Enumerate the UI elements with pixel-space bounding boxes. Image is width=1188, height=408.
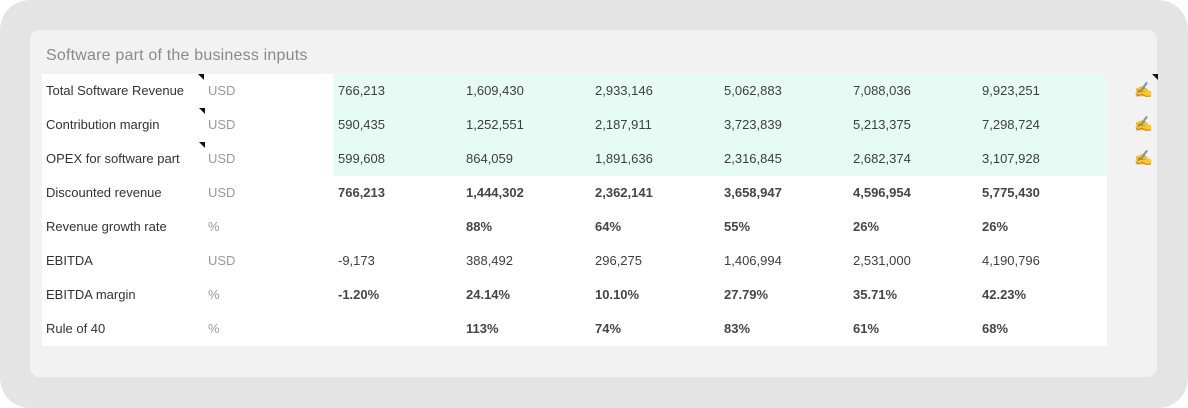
value-cell: 61% [853,321,880,336]
input-cells-background [333,74,1107,108]
value-cell[interactable]: 1,609,430 [466,83,524,98]
edit-hand-icon[interactable]: ✍ [1134,82,1153,99]
value-cell: 55% [724,219,751,234]
table-row: Rule of 40% 113% 74% 83% 61% 68% [42,312,1107,346]
value-cell: 74% [595,321,622,336]
value-cell[interactable]: 7,298,724 [982,117,1040,132]
table-row: OPEX for software part USD 599,608 864,059 1… [42,142,1153,176]
value-cell: 2,531,000 [853,253,911,268]
table-row: Contribution margin USD 590,435 1,252,551 2,… [42,108,1153,142]
value-cell[interactable]: 2,682,374 [853,151,911,166]
row-label: Rule of 40 [46,321,106,336]
section-title: Software part of the business inputs [46,47,308,64]
value-cell[interactable]: 864,059 [466,151,513,166]
table-row: Revenue growth rate% 88% 64% 55% 26% 26% [42,210,1107,244]
value-cell[interactable]: 766,213 [338,83,385,98]
value-cell: 26% [982,219,1009,234]
value-cell: 27.79% [724,287,769,302]
value-cell: 64% [595,219,622,234]
row-label: OPEX for software part [46,151,180,166]
value-cell: 10.10% [595,287,640,302]
comment-indicator-icon[interactable] [198,74,204,80]
value-cell[interactable]: 5,213,375 [853,117,911,132]
value-cell: 1,444,302 [466,185,524,200]
row-unit: USD [208,185,236,200]
row-unit: USD [208,117,236,132]
value-cell: -9,173 [338,253,375,268]
value-cell[interactable]: 3,723,839 [724,117,782,132]
row-label: Contribution margin [46,117,160,132]
comment-indicator-icon[interactable] [199,108,205,114]
value-cell: 42.23% [982,287,1027,302]
value-cell[interactable]: 7,088,036 [853,83,911,98]
value-cell[interactable]: 5,062,883 [724,83,782,98]
value-cell: 5,775,430 [982,185,1040,200]
row-label: Total Software Revenue [46,83,185,98]
comment-indicator-icon[interactable] [199,142,205,148]
row-unit: % [208,287,220,302]
row-unit: USD [208,253,236,268]
row-unit: USD [208,83,236,98]
row-label: Revenue growth rate [46,219,167,234]
value-cell: 83% [724,321,751,336]
comment-indicator-icon[interactable] [1152,74,1158,80]
row-label: Discounted revenue [46,185,162,200]
input-cells-background [333,142,1107,176]
value-cell[interactable]: 2,316,845 [724,151,782,166]
row-unit: % [208,219,220,234]
value-cell: 4,596,954 [853,185,911,200]
value-cell: 68% [982,321,1009,336]
value-cell[interactable]: 2,187,911 [595,117,652,132]
table-row: Discounted revenue USD 766,213 1,444,302 2,3… [42,176,1107,210]
row-unit: % [208,321,220,336]
row-label: EBITDA margin [46,287,136,302]
value-cell: 2,362,141 [595,185,653,200]
value-cell: 24.14% [466,287,511,302]
edit-hand-icon[interactable]: ✍ [1134,150,1153,167]
value-cell: -1.20% [338,287,380,302]
value-cell: 296,275 [595,253,642,268]
edit-hand-icon[interactable]: ✍ [1134,116,1153,133]
value-cell: 35.71% [853,287,898,302]
table-row: EBITDA margin% -1.20% 24.14% 10.10% 27.79% 35… [42,278,1107,312]
value-cell[interactable]: 2,933,146 [595,83,653,98]
value-cell[interactable]: 590,435 [338,117,385,132]
value-cell: 88% [466,219,493,234]
value-cell: 3,658,947 [724,185,782,200]
input-cells-background [333,108,1107,142]
value-cell: 766,213 [338,185,385,200]
value-cell: 4,190,796 [982,253,1040,268]
value-cell: 388,492 [466,253,513,268]
value-cell[interactable]: 1,252,551 [466,117,524,132]
value-cell: 26% [853,219,880,234]
value-cell: 1,406,994 [724,253,782,268]
row-unit: USD [208,151,236,166]
value-cell[interactable]: 9,923,251 [982,83,1040,98]
table-row: EBITDA USD -9,173 388,492 296,275 1,406,994 2,… [42,244,1107,278]
inputs-table: Total Software Revenue USD 766,213 1,609,43… [42,74,1158,346]
value-cell: 113% [466,321,499,336]
value-cell[interactable]: 3,107,928 [982,151,1040,166]
value-cell[interactable]: 1,891,636 [595,151,653,166]
row-label: EBITDA [46,253,93,268]
inputs-card: Software part of the business inputs Tot… [30,30,1158,377]
value-cell[interactable]: 599,608 [338,151,385,166]
table-row: Total Software Revenue USD 766,213 1,609,43… [42,74,1158,108]
